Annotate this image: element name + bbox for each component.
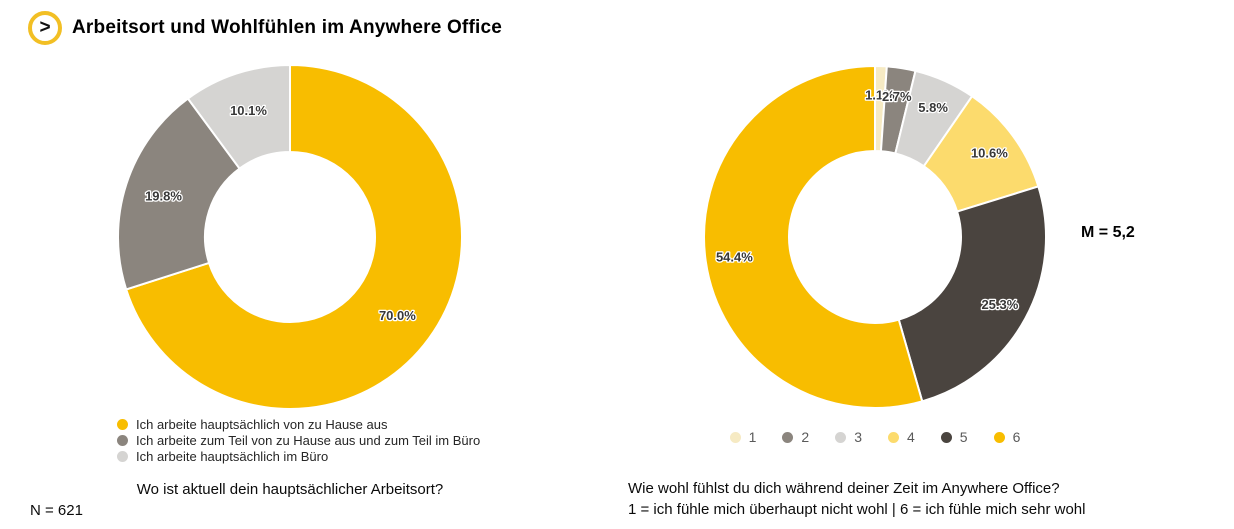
legend-dot-icon [117, 435, 128, 446]
chart-question-wohlfuehlen: Wie wohl fühlst du dich während deiner Z… [628, 478, 1085, 520]
legend-dot-icon [940, 431, 952, 443]
donut-slice [124, 63, 464, 410]
legend-label: Ich arbeite zum Teil von zu Hause aus un… [136, 433, 481, 448]
slice-label: 70.0% [379, 308, 416, 323]
legend-arbeitsort: Ich arbeite hauptsächlich von zu Hause a… [117, 418, 480, 463]
header: > Arbeitsort und Wohlfühlen im Anywhere … [28, 11, 502, 45]
donut-slice [897, 185, 1047, 403]
legend-dot-icon [729, 431, 741, 443]
legend-dot-icon [835, 431, 847, 443]
legend-dot-icon [888, 431, 899, 443]
legend-item: 1 [729, 429, 757, 445]
question-line: Wie wohl fühlst du dich während deiner Z… [628, 480, 1060, 497]
page-title: Arbeitsort und Wohlfühlen im Anywhere Of… [72, 17, 502, 38]
sample-size: N = 621 [30, 502, 83, 519]
legend-item: 5 [940, 429, 968, 445]
slice-label: 54.4% [716, 249, 753, 264]
slice-label: 10.1% [230, 103, 267, 118]
chevron-logo-icon: > [28, 11, 62, 45]
mean-annotation: M = 5,2 [1081, 224, 1135, 241]
legend-item: Ich arbeite zum Teil von zu Hause aus un… [117, 434, 480, 447]
legend-label: 5 [959, 429, 968, 445]
legend-dot-icon [782, 431, 794, 443]
legend-label: 3 [854, 429, 862, 445]
chart-question-arbeitsort: Wo ist aktuell dein hauptsächlicher Arbe… [136, 481, 444, 498]
legend-label: Ich arbeite hauptsächlich von zu Hause a… [136, 417, 388, 432]
donut-chart-arbeitsort: 70.0% 19.8% 10.1% [117, 63, 464, 410]
slice-label: 19.8% [145, 189, 182, 204]
legend-label: 4 [907, 429, 915, 445]
legend-item: 4 [888, 429, 915, 445]
legend-dot-icon [117, 451, 128, 462]
donut-slice [703, 64, 924, 409]
legend-item: Ich arbeite hauptsächlich von zu Hause a… [117, 418, 480, 431]
legend-dot-icon [117, 419, 128, 430]
legend-item: Ich arbeite hauptsächlich im Büro [117, 450, 480, 463]
slice-label: 2.7% [882, 89, 912, 104]
legend-label: 1 [748, 429, 757, 445]
legend-dot-icon [993, 431, 1005, 443]
donut-slice [186, 63, 291, 170]
legend-wohlfuehlen: 1 2 3 4 5 6 [697, 429, 1053, 445]
slice-label: 10.6% [971, 145, 1008, 160]
slice-label: 25.3% [981, 297, 1018, 312]
legend-item: 2 [782, 429, 809, 445]
legend-item: 3 [835, 429, 862, 445]
donut-chart-wohlfuehlen: 1.1%2.7% 5.8% 10.6% 25.3% 54.4% [703, 64, 1047, 409]
scale-note: 1 = ich fühle mich überhaupt nicht wohl … [628, 501, 1086, 518]
slice-label: 5.8% [918, 100, 948, 115]
donut-slice [117, 97, 241, 291]
legend-label: 2 [801, 429, 810, 445]
slice-label: 1.1% [865, 88, 895, 103]
legend-label: 6 [1012, 429, 1021, 445]
legend-item: 6 [993, 429, 1021, 445]
legend-label: Ich arbeite hauptsächlich im Büro [136, 449, 329, 464]
chevron-glyph: > [39, 16, 51, 38]
